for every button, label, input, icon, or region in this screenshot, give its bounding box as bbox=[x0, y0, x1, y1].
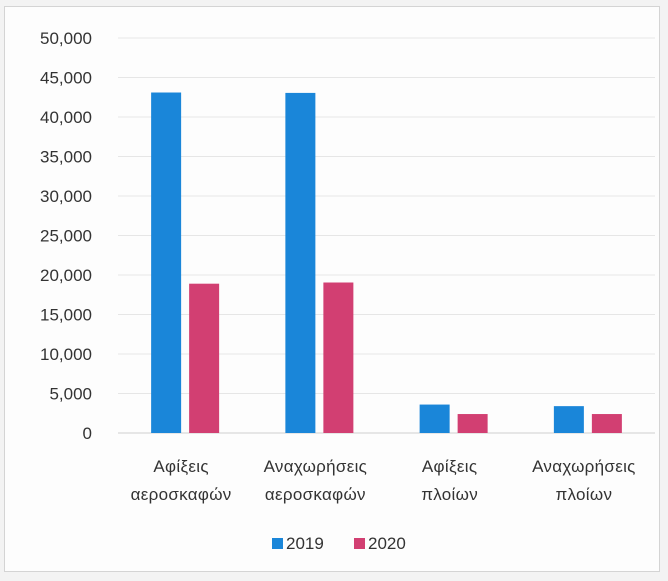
y-tick-label: 25,000 bbox=[40, 227, 92, 246]
x-category-label: αεροσκαφών bbox=[131, 485, 232, 504]
y-tick-label: 50,000 bbox=[40, 29, 92, 48]
legend-label-2020: 2020 bbox=[368, 534, 406, 553]
bar-2019 bbox=[419, 404, 450, 433]
x-axis-category-labels: Αφίξεις αεροσκαφών Αναχωρήσεις αεροσκαφών Αφ… bbox=[131, 457, 636, 504]
y-tick-label: 40,000 bbox=[40, 108, 92, 127]
x-category-label: Αφίξεις bbox=[422, 457, 477, 476]
legend-swatch-2019 bbox=[272, 538, 283, 549]
y-tick-label: 30,000 bbox=[40, 187, 92, 206]
bar-2020 bbox=[457, 414, 488, 433]
y-tick-label: 20,000 bbox=[40, 266, 92, 285]
y-tick-label: 35,000 bbox=[40, 148, 92, 167]
y-tick-label: 0 bbox=[83, 424, 92, 443]
x-category-label: Αφίξεις bbox=[153, 457, 208, 476]
y-tick-label: 15,000 bbox=[40, 306, 92, 325]
x-category-label: αεροσκαφών bbox=[265, 485, 366, 504]
y-tick-label: 10,000 bbox=[40, 345, 92, 364]
y-tick-label: 5,000 bbox=[49, 385, 92, 404]
x-category-label: Αναχωρήσεις bbox=[532, 457, 636, 476]
bar-2020 bbox=[591, 414, 622, 433]
x-category-label: πλοίων bbox=[421, 485, 478, 504]
y-tick-label: 45,000 bbox=[40, 69, 92, 88]
bars bbox=[151, 92, 622, 433]
legend-swatch-2020 bbox=[354, 538, 365, 549]
bar-2019 bbox=[151, 92, 182, 433]
bar-2019 bbox=[553, 406, 584, 433]
y-axis-tick-labels: 0 5,000 10,000 15,000 20,000 25,000 30,000 35,0… bbox=[40, 29, 92, 443]
bar-2019 bbox=[285, 92, 316, 433]
bar-2020 bbox=[323, 282, 354, 433]
x-category-label: πλοίων bbox=[555, 485, 612, 504]
legend: 2019 2020 bbox=[272, 534, 406, 553]
x-category-label: Αναχωρήσεις bbox=[264, 457, 368, 476]
bar-2020 bbox=[189, 283, 220, 433]
legend-label-2019: 2019 bbox=[286, 534, 324, 553]
